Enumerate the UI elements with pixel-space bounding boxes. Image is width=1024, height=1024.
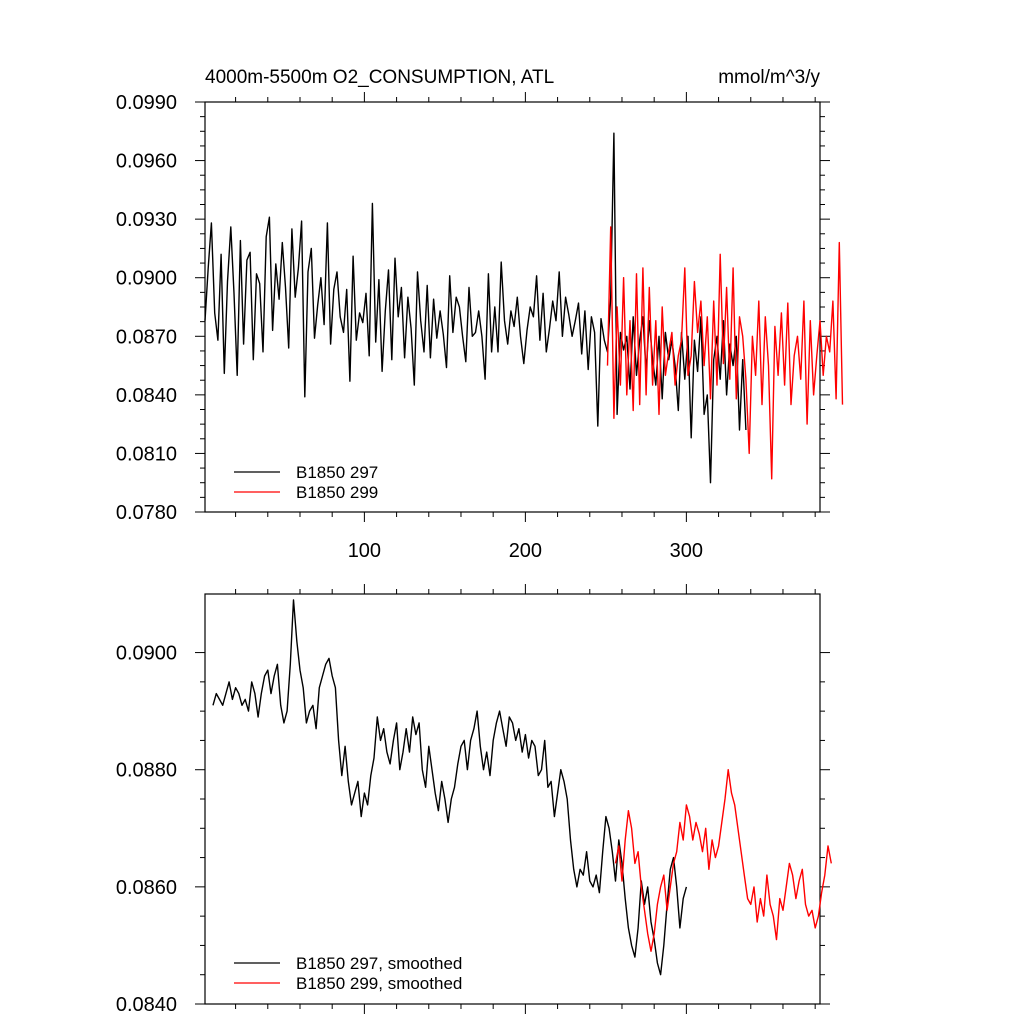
legend-label: B1850 297 [296, 463, 378, 482]
y-tick-labels: 0.0780 0.0810 0.0840 0.0870 0.0900 0.0930 0.09… [116, 92, 177, 524]
x-tick-labels: 100 200 300 [348, 540, 703, 562]
y-tick-label: 0.0960 [116, 151, 177, 173]
x-tick-label: 100 [348, 540, 381, 562]
series-group [212, 599, 832, 976]
axis-ticks [195, 92, 830, 522]
y-tick-labels: 0.0840 0.0860 0.0880 0.0900 [116, 643, 177, 1016]
y-tick-label: 0.0840 [116, 385, 177, 407]
y-tick-label: 0.0810 [116, 443, 177, 465]
series-group [204, 132, 844, 484]
x-tick-label: 300 [670, 540, 703, 562]
y-tick-label: 0.0840 [116, 994, 177, 1016]
top-panel: 4000m-5500m O2_CONSUMPTION, ATL mmol/m^3… [116, 67, 844, 562]
y-tick-label: 0.0880 [116, 760, 177, 782]
series-line-black [204, 132, 747, 484]
legend-label: B1850 299 [296, 483, 378, 502]
y-tick-label: 0.0900 [116, 643, 177, 665]
y-tick-label: 0.0860 [116, 877, 177, 899]
chart-title: 4000m-5500m O2_CONSUMPTION, ATL [205, 67, 554, 88]
legend-label: B1850 299, smoothed [296, 974, 462, 993]
series-line-red [606, 226, 844, 480]
y-tick-label: 0.0990 [116, 92, 177, 114]
axis-ticks [195, 584, 830, 1014]
series-line-black [212, 599, 688, 976]
y-tick-label: 0.0780 [116, 502, 177, 524]
legend: B1850 297, smoothed B1850 299, smoothed [234, 954, 462, 993]
y-tick-label: 0.0870 [116, 326, 177, 348]
legend: B1850 297 B1850 299 [234, 463, 378, 502]
bottom-panel: 0.0840 0.0860 0.0880 0.0900 B1850 297, smoo… [116, 584, 832, 1016]
x-tick-label: 200 [509, 540, 542, 562]
series-line-red [614, 769, 832, 952]
plot-frame [204, 593, 821, 1005]
y-tick-label: 0.0900 [116, 268, 177, 290]
legend-label: B1850 297, smoothed [296, 954, 462, 973]
y-tick-label: 0.0930 [116, 209, 177, 231]
units-label: mmol/m^3/y [718, 67, 820, 88]
